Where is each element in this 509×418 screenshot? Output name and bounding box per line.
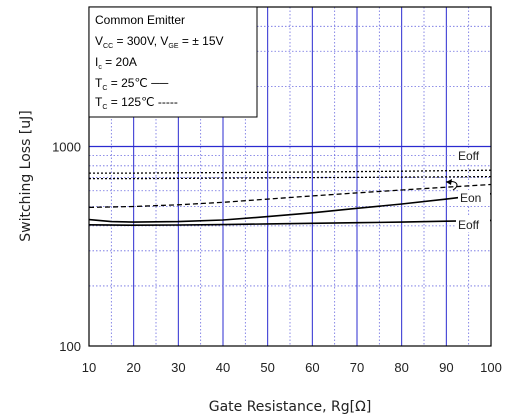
annotation-bg-3 xyxy=(456,217,490,232)
condition-line-3: Ic = 20A xyxy=(95,55,137,71)
condition-line-1: Common Emitter xyxy=(95,13,185,27)
x-tick-label: 100 xyxy=(480,360,502,375)
conditions-box: Common Emitter VCC = 300V, VGE = ± 15V I… xyxy=(88,6,258,118)
annotation-eoff-125: Eoff xyxy=(458,149,480,163)
x-tick-label: 20 xyxy=(126,360,140,375)
x-tick-label: 90 xyxy=(439,360,453,375)
curves xyxy=(88,169,492,227)
x-tick-label: 60 xyxy=(305,360,319,375)
x-tick-label: 80 xyxy=(394,360,408,375)
series-0-eoff-dotted xyxy=(89,169,492,174)
condition-line-2: VCC = 300V, VGE = ± 15V xyxy=(95,34,224,50)
series-1-eon-dashed xyxy=(88,183,492,209)
x-tick-label: 30 xyxy=(171,360,185,375)
conditions-box-frame xyxy=(88,6,258,118)
y-tick-label: 100 xyxy=(59,339,81,354)
condition-line-5: TC = 125℃ ----- xyxy=(95,95,178,111)
condition-line-4: TC = 25℃ ── xyxy=(95,76,169,92)
y-tick-label: 1000 xyxy=(52,139,81,154)
series-3-eon-solid xyxy=(88,192,492,223)
x-axis-title: Gate Resistance, Rg[Ω] xyxy=(209,399,372,415)
y-axis-title: Switching Loss [uJ] xyxy=(18,110,34,241)
series-2-eoff-dotted xyxy=(89,175,492,180)
x-tick-label: 70 xyxy=(350,360,364,375)
annotation-eon: Eon xyxy=(460,191,481,205)
curve-annotations: Eoff Eon Eoff xyxy=(445,148,490,232)
annotation-bg-2 xyxy=(458,190,490,205)
x-tick-label: 40 xyxy=(216,360,230,375)
plot-frame xyxy=(88,6,492,347)
series-4-eoff-solid xyxy=(88,219,492,227)
x-tick-label: 10 xyxy=(82,360,96,375)
annotation-eoff-25: Eoff xyxy=(458,218,480,232)
x-tick-label: 50 xyxy=(260,360,274,375)
annotation-bg-1 xyxy=(456,148,490,163)
tick-labels: 10 20 30 40 50 60 70 80 90 100 100 1000 xyxy=(52,139,502,375)
annotation-arrow xyxy=(446,179,452,185)
